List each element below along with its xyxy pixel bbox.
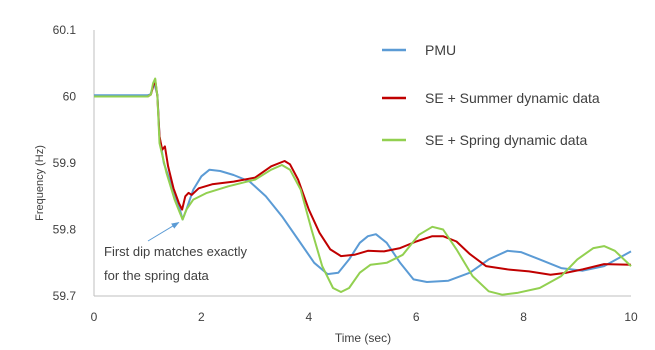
- y-tick-label: 59.7: [53, 289, 77, 303]
- x-tick-label: 8: [520, 310, 527, 324]
- legend-label: SE + Summer dynamic data: [425, 90, 600, 106]
- x-axis-label: Time (sec): [335, 331, 391, 345]
- legend-label: SE + Spring dynamic data: [425, 132, 587, 148]
- y-tick-labels: 60.1 60 59.9 59.8 59.7: [53, 23, 77, 303]
- x-tick-label: 2: [198, 310, 205, 324]
- y-axis-label: Frequency (Hz): [34, 145, 46, 221]
- annotation-text-line-1: First dip matches exactly: [104, 244, 248, 259]
- x-tick-labels: 0 2 4 6 8 10: [91, 310, 638, 324]
- x-tick-label: 6: [413, 310, 420, 324]
- x-tick-label: 10: [624, 310, 638, 324]
- annotation: First dip matches exactly for the spring…: [104, 222, 248, 283]
- axes: [93, 30, 631, 297]
- legend-label: PMU: [425, 42, 456, 58]
- x-tick-label: 4: [305, 310, 312, 324]
- series-lines: [94, 77, 632, 296]
- series-line-3: [94, 77, 632, 296]
- annotation-arrow: [147, 222, 180, 242]
- y-tick-label: 60.1: [53, 23, 77, 37]
- y-tick-label: 59.9: [53, 156, 77, 170]
- x-tick-label: 0: [91, 310, 98, 324]
- y-tick-label: 60: [63, 90, 77, 104]
- series-line-2: [94, 78, 632, 276]
- annotation-text-line-2: for the spring data: [104, 268, 210, 283]
- legend: PMU SE + Summer dynamic data SE + Spring d…: [382, 42, 600, 148]
- y-tick-label: 59.8: [53, 223, 77, 237]
